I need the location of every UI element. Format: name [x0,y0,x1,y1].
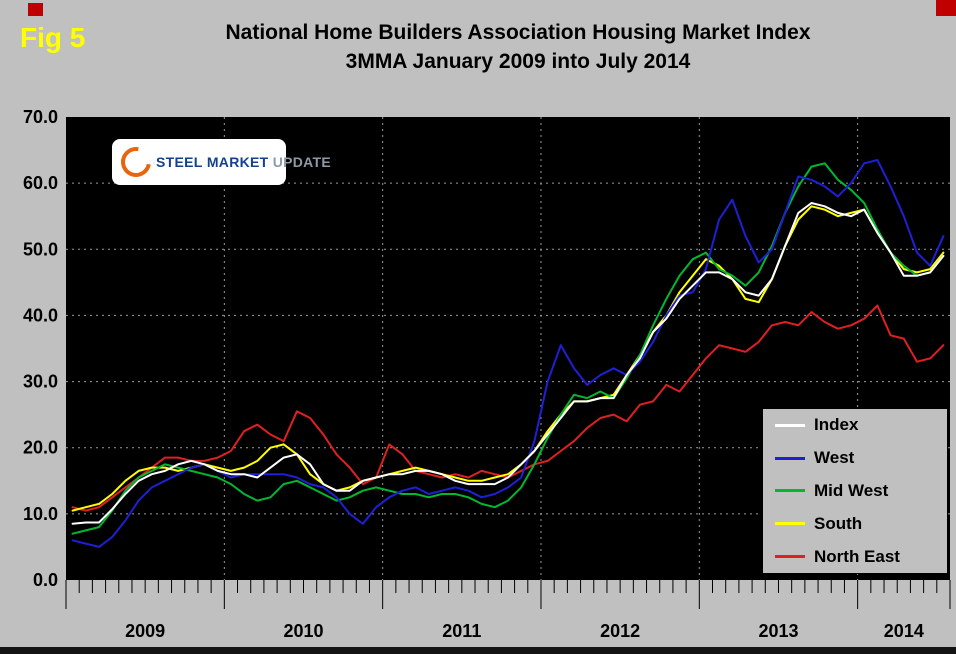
series-line-mid-west [71,162,945,535]
legend-swatch [775,522,805,526]
legend-label: North East [814,546,900,566]
legend-item-south: South [775,514,947,534]
legend-item-west: West [775,448,947,468]
series-line-index [71,202,945,525]
legend-swatch [775,555,805,559]
x-year-label: 2010 [283,621,323,641]
x-year-label: 2011 [442,621,481,641]
y-axis-label: 60.0 [23,173,58,193]
x-year-label: 2013 [758,621,798,641]
bottom-edge-bar [0,647,956,654]
legend-label: South [814,513,863,533]
series-line-south [71,205,945,512]
legend-swatch [775,456,805,460]
red-corner-mark-left [28,3,43,16]
chart-title: National Home Builders Association Housi… [225,21,811,44]
logo-word-market: MARKET [206,154,269,170]
chart-subtitle: 3MMA January 2009 into July 2014 [345,50,691,73]
legend-item-index: Index [775,415,947,435]
legend-swatch [775,423,805,427]
logo-word-update: UPDATE [272,154,332,170]
y-axis-label: 40.0 [23,305,58,325]
logo-word-steel: STEEL [156,154,203,170]
logo-swoosh-icon [115,141,157,183]
legend-item-north-east: North East [775,547,947,567]
legend-item-mid-west: Mid West [775,481,947,501]
steel-market-update-logo: STEEL MARKET UPDATE [112,139,331,185]
y-axis-label: 0.0 [33,570,58,590]
legend-swatch [775,489,805,493]
y-axis-label: 70.0 [23,107,58,127]
legend-label: Mid West [814,480,889,500]
logo-text: STEEL MARKET UPDATE [156,154,331,170]
y-axis-label: 50.0 [23,239,58,259]
y-axis-label: 20.0 [23,438,58,458]
x-year-label: 2009 [125,621,165,641]
x-year-label: 2014 [884,621,924,641]
y-axis-label: 30.0 [23,372,58,392]
red-corner-mark-right [936,0,956,16]
legend-label: Index [814,415,859,435]
x-year-label: 2012 [600,621,640,641]
figure-label: Fig 5 [20,22,86,53]
chart-legend: Index West Mid West South North East [762,408,948,574]
y-axis-label: 10.0 [23,504,58,524]
chart-title-block: National Home Builders Association Housi… [84,18,952,76]
legend-label: West [814,448,855,468]
